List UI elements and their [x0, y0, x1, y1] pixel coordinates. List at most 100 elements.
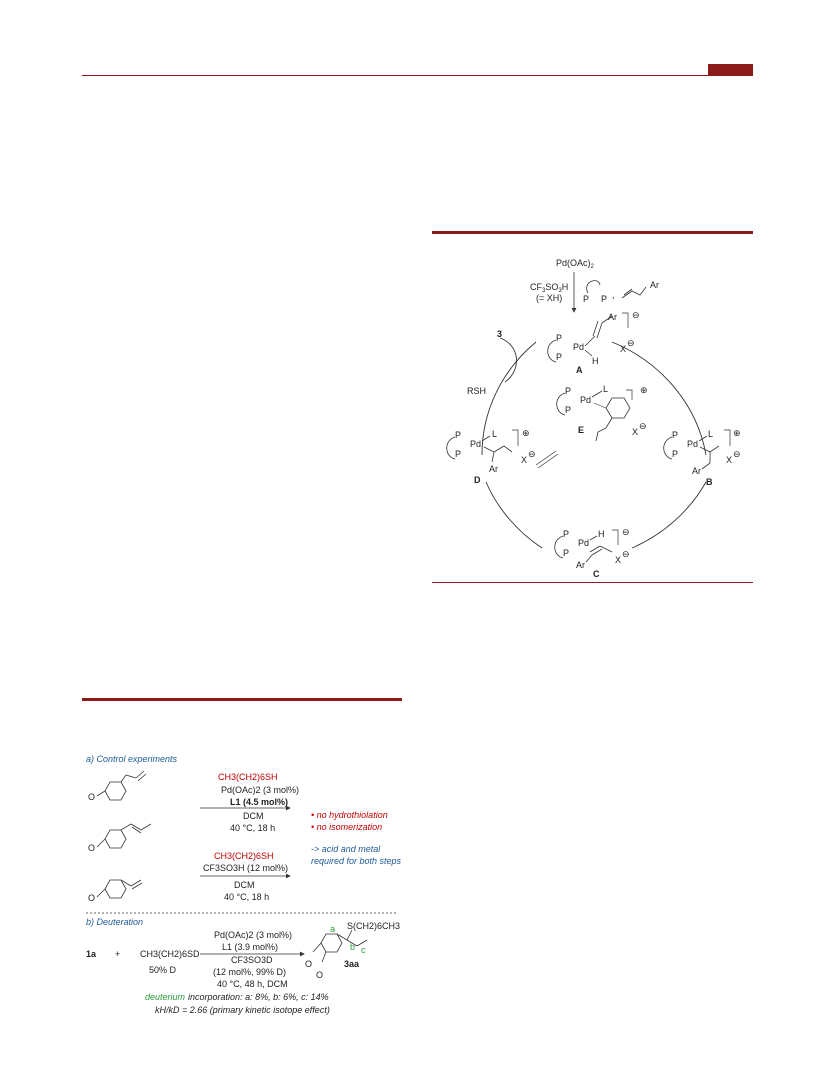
intermediate-e: P P Pd L ⊕ X ⊖ E	[556, 384, 648, 442]
catalyst-label: Pd(OAc)2	[556, 258, 595, 270]
scheme-top-rule	[432, 231, 753, 234]
svg-text:a: a	[330, 924, 335, 934]
svg-text:Ar: Ar	[608, 312, 617, 322]
svg-text:X: X	[726, 455, 732, 465]
d-thiol-pct: 50% D	[149, 965, 177, 975]
svg-text:Pd: Pd	[470, 439, 481, 449]
header-rule	[82, 75, 753, 76]
svg-text:⊕: ⊕	[733, 428, 741, 438]
svg-text:c: c	[361, 945, 366, 955]
thiol-entry-arc	[499, 337, 517, 383]
svg-text:Ar: Ar	[692, 466, 701, 476]
intermediate-b: P P Pd L Ar ⊕ X ⊖ B	[663, 428, 741, 487]
label-c: C	[593, 569, 600, 579]
cond2-line2: DCM	[234, 880, 255, 890]
svg-text:S(CH2)6CH3: S(CH2)6CH3	[347, 921, 400, 931]
svg-text:P: P	[565, 386, 571, 396]
incorporation-line: deuterium incorporation: a: 8%, b: 6%, c:…	[145, 992, 329, 1002]
d-cond-line5: 40 °C, 48 h, DCM	[217, 979, 288, 989]
d-cond-line2: L1 (3.9 mol%)	[222, 942, 278, 952]
cond1-line4: 40 °C, 18 h	[230, 823, 275, 833]
svg-text:X: X	[632, 427, 638, 437]
svg-text:Ar: Ar	[489, 464, 498, 474]
intermediate-a: P P Pd Ar H ⊖ X ⊖ A	[547, 310, 640, 375]
svg-text:P: P	[672, 449, 678, 459]
svg-text:⊖: ⊖	[622, 527, 630, 537]
ligand-p2: P	[601, 294, 607, 304]
svg-text:L: L	[492, 429, 497, 439]
scheme-bottom-rule	[432, 582, 753, 583]
label-e: E	[578, 425, 584, 435]
allylarene-ar: Ar	[650, 280, 659, 290]
ligand-backbone	[586, 280, 601, 294]
d-plus: +	[115, 949, 120, 959]
d-cond-line3: CF3SO3D	[231, 955, 273, 965]
svg-text:⊕: ⊕	[640, 385, 648, 395]
cond2-line3: 40 °C, 18 h	[224, 892, 269, 902]
section-b-title: b) Deuteration	[86, 917, 143, 927]
d-thiol: CH3(CH2)6SD	[140, 949, 200, 959]
svg-text:Pd: Pd	[578, 538, 589, 548]
allylarene-chain	[621, 286, 647, 299]
conclusion-line2: required for both steps	[311, 856, 402, 866]
intermediate-c: P P Pd H Ar ⊖ X ⊖ C	[554, 527, 630, 579]
label-a: A	[576, 365, 583, 375]
svg-text:O: O	[88, 893, 95, 903]
svg-text:P: P	[455, 430, 461, 440]
comma: ,	[612, 290, 615, 300]
label-b: B	[706, 477, 713, 487]
svg-text:X: X	[521, 455, 527, 465]
svg-text:H: H	[592, 356, 599, 366]
svg-text:b: b	[350, 942, 355, 952]
svg-text:X: X	[615, 555, 621, 565]
svg-text:Pd: Pd	[573, 342, 584, 352]
svg-text:L: L	[603, 384, 608, 394]
svg-text:⊖: ⊖	[627, 338, 635, 348]
cycle-arc-a-b	[611, 341, 707, 456]
cond1-line1: Pd(OAc)2 (3 mol%)	[221, 785, 299, 795]
acid-label: CF3SO3H	[530, 282, 568, 294]
svg-text:O: O	[305, 959, 312, 969]
svg-text:P: P	[556, 333, 562, 343]
cond1-line3: DCM	[243, 811, 264, 821]
kie-line: kH/kD = 2.66 (primary kinetic isotope ef…	[155, 1005, 330, 1015]
equilibrium-arrow-back	[537, 453, 559, 469]
result-no-isomerization: • no isomerization	[311, 822, 382, 832]
svg-text:⊖: ⊖	[528, 449, 536, 459]
product-3aa: S(CH2)6CH3 O O a b c 3aa	[305, 921, 400, 980]
scheme2-top-rule	[82, 698, 402, 701]
substrate-propenyl: O	[88, 823, 152, 853]
svg-text:O: O	[316, 970, 323, 980]
product-label: 3aa	[344, 959, 360, 969]
svg-text:H: H	[598, 529, 605, 539]
svg-text:X: X	[620, 344, 626, 354]
cycle-arc-b-c	[631, 481, 707, 549]
thiol-label-1: CH3(CH2)6SH	[218, 772, 278, 782]
svg-text:P: P	[563, 529, 569, 539]
svg-text:⊖: ⊖	[733, 449, 741, 459]
svg-text:P: P	[563, 548, 569, 558]
svg-text:Pd: Pd	[687, 439, 698, 449]
cycle-arc-d-a	[481, 341, 537, 456]
acid-equals-label: (= XH)	[536, 293, 562, 303]
d-substrate: 1a	[86, 949, 97, 959]
reagent-rsh: RSH	[467, 386, 486, 396]
result-no-hydrothiolation: • no hydrothiolation	[311, 810, 388, 820]
page-tab	[708, 64, 753, 76]
svg-text:Ar: Ar	[576, 560, 585, 570]
cond2-line1: CF3SO3H (12 mol%)	[203, 863, 288, 873]
svg-text:P: P	[672, 430, 678, 440]
svg-text:O: O	[88, 792, 95, 802]
substrate-styrene: O	[88, 879, 143, 903]
intermediate-d: P P Pd L Ar ⊕ X ⊖ D	[446, 428, 536, 485]
substrate-allyl: O	[88, 770, 147, 802]
d-cond-line1: Pd(OAc)2 (3 mol%)	[214, 930, 292, 940]
thiol-label-2: CH3(CH2)6SH	[214, 851, 274, 861]
svg-text:P: P	[565, 405, 571, 415]
d-cond-line4: (12 mol%, 99% D)	[213, 967, 286, 977]
ligand-p1: P	[583, 294, 589, 304]
svg-text:P: P	[455, 449, 461, 459]
cond1-line2: L1 (4.5 mol%)	[230, 797, 288, 807]
equilibrium-arrow-forward	[535, 450, 557, 466]
